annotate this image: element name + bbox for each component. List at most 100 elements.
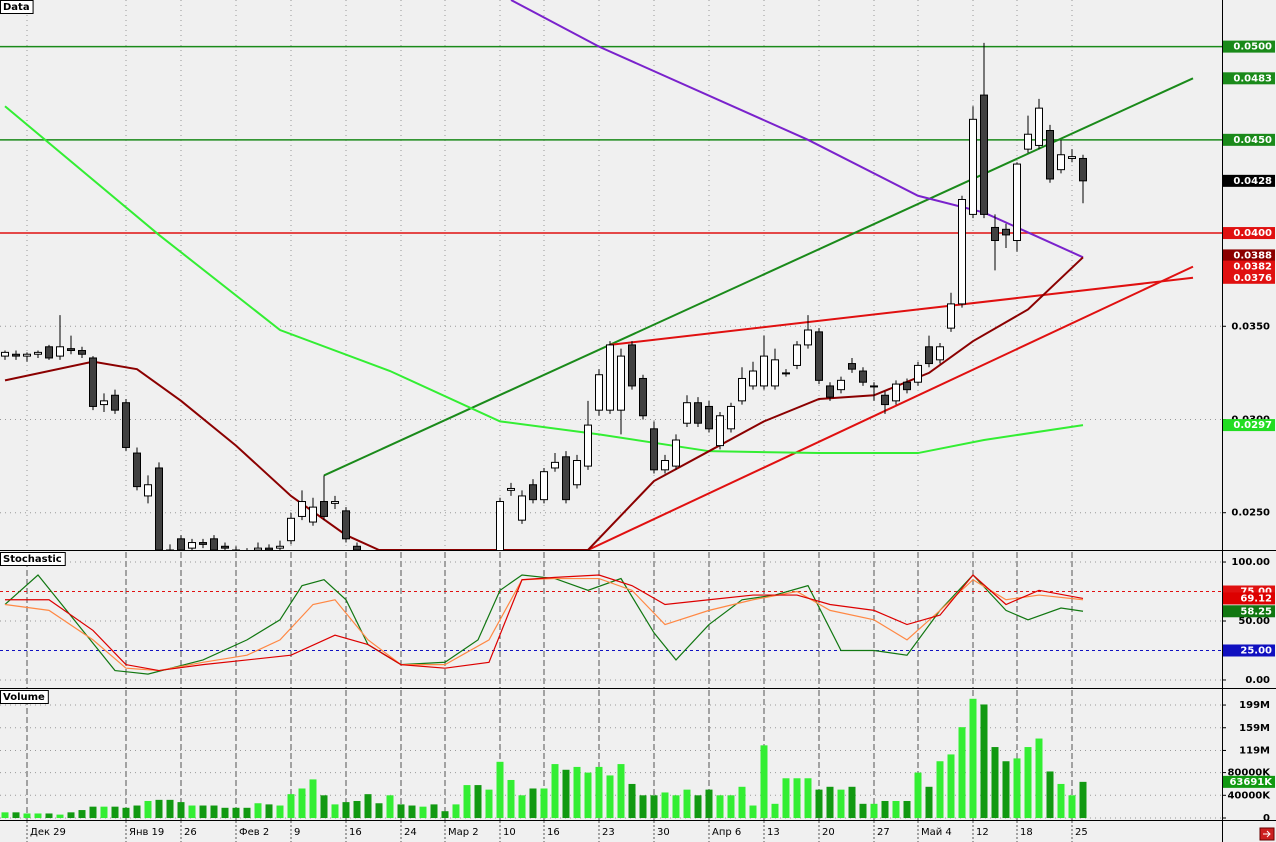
level-label: 0.0500 — [1233, 42, 1272, 53]
volume-bar — [342, 802, 350, 819]
volume-bar — [331, 804, 339, 819]
plot-area — [0, 690, 1222, 820]
panel-title-box — [0, 552, 66, 566]
candle-body — [122, 402, 130, 448]
volume-bar — [507, 779, 515, 819]
overlay-line — [4, 256, 1084, 550]
candle-body — [1024, 133, 1032, 150]
x-tick-label: 9 — [294, 827, 300, 838]
volume-bar — [738, 786, 746, 819]
level-label: 25.00 — [1240, 645, 1272, 656]
overlay-line — [587, 265, 1194, 550]
volume-bar — [595, 766, 603, 819]
candle-body — [980, 94, 988, 215]
candle-body — [1, 351, 9, 357]
x-tick-label: Апр 6 — [712, 827, 741, 838]
candle-body — [287, 517, 295, 542]
scroll-icon — [1263, 830, 1271, 838]
candle-body — [1013, 163, 1021, 242]
value-marker — [1223, 174, 1275, 187]
x-tick-label: 18 — [1020, 827, 1033, 838]
candle-body — [331, 501, 339, 504]
level-label: 75.00 — [1240, 587, 1272, 598]
volume-bar — [936, 761, 944, 819]
candle-body — [518, 495, 526, 521]
volume-bar — [89, 806, 97, 819]
value-marker — [1223, 419, 1275, 432]
level-label: 0.0400 — [1233, 228, 1272, 239]
candle-body — [56, 346, 64, 357]
volume-bar — [133, 805, 141, 819]
x-tick-label: 20 — [822, 827, 835, 838]
x-tick-label: 24 — [404, 827, 417, 838]
volume-bar — [573, 766, 581, 819]
value-marker — [1223, 775, 1275, 788]
candle-body — [859, 370, 867, 383]
candle-body — [903, 381, 911, 391]
volume-bar — [485, 789, 493, 819]
candle-body — [595, 374, 603, 411]
y-tick-label: 0.0350 — [1231, 321, 1270, 332]
volume-bar — [991, 747, 999, 819]
candle-body — [177, 538, 185, 550]
volume-bar — [925, 786, 933, 819]
value-marker-label: 0.0483 — [1233, 73, 1272, 84]
candle-body — [705, 405, 713, 430]
volume-bar — [78, 810, 86, 819]
candle-body — [991, 226, 999, 242]
candle-body — [1079, 157, 1087, 182]
candle-body — [23, 353, 31, 357]
volume-bar — [815, 789, 823, 819]
candle-body — [617, 355, 625, 411]
volume-bar — [782, 778, 790, 819]
candle-body — [309, 506, 317, 523]
volume-bar — [1013, 758, 1021, 819]
volume-bar — [650, 795, 658, 819]
x-tick-label: 16 — [349, 827, 362, 838]
x-tick-label: 23 — [602, 827, 615, 838]
volume-bar — [474, 785, 482, 819]
volume-bar — [584, 772, 592, 819]
candle-body — [870, 385, 878, 388]
volume-bar — [540, 788, 548, 819]
candle-body — [540, 471, 548, 501]
y-tick-label: 199M — [1239, 700, 1270, 711]
candle-body — [1057, 154, 1065, 171]
volume-bar — [1024, 747, 1032, 819]
volume-bar — [661, 792, 669, 819]
volume-bar — [749, 805, 757, 819]
x-tick-label: Май 4 — [921, 827, 952, 838]
volume-bar — [760, 745, 768, 819]
candle-body — [111, 394, 119, 411]
candle-body — [837, 379, 845, 391]
volume-bar — [837, 789, 845, 819]
candle-body — [848, 363, 856, 370]
volume-bar — [551, 764, 559, 819]
candle-body — [947, 303, 955, 329]
volume-bar — [826, 786, 834, 819]
volume-bar — [408, 805, 416, 819]
candle-body — [826, 385, 834, 398]
volume-bar — [892, 800, 900, 819]
stochastic-line — [5, 574, 1084, 672]
volume-bar — [67, 812, 75, 819]
volume-bar — [309, 779, 317, 819]
candle-body — [650, 428, 658, 471]
candle-body — [144, 484, 152, 497]
candle-body — [320, 501, 328, 517]
candle-body — [45, 346, 53, 359]
volume-bar — [12, 812, 20, 819]
x-tick-label: 10 — [503, 827, 516, 838]
value-marker-label: 69.12 — [1240, 593, 1272, 604]
plot-area — [0, 552, 1222, 688]
candle-body — [507, 487, 515, 491]
candle-body — [969, 118, 977, 215]
panel-title-box — [0, 690, 49, 704]
candle-body — [892, 383, 900, 402]
x-tick-label: Янв 19 — [129, 827, 164, 838]
volume-bar — [969, 698, 977, 819]
volume-bar — [727, 795, 735, 819]
overlay-line — [510, 0, 1084, 259]
volume-bar — [804, 778, 812, 819]
